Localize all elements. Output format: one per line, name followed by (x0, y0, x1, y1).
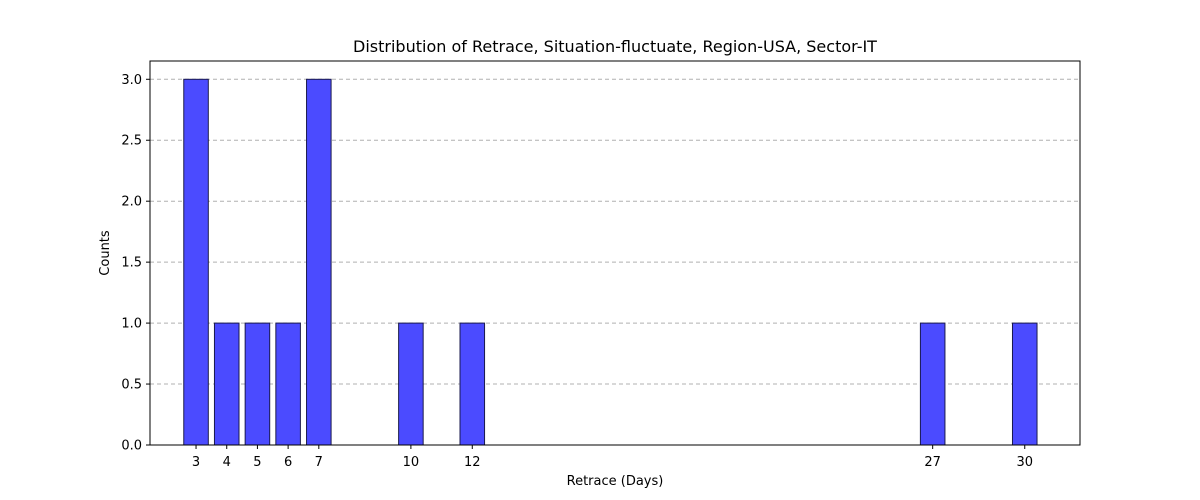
y-tick-label: 2.0 (121, 195, 142, 210)
bar (183, 78, 209, 446)
bar (919, 322, 946, 446)
y-tick-label: 2.5 (121, 134, 142, 149)
x-tick-label: 12 (464, 455, 481, 470)
x-axis-label: Retrace (Days) (567, 474, 664, 489)
x-tick-label: 10 (403, 455, 420, 470)
bar (459, 322, 486, 446)
x-tick-label: 30 (1016, 455, 1033, 470)
y-tick-label: 3.0 (121, 73, 142, 88)
chart-title: Distribution of Retrace, Situation-fluct… (353, 37, 877, 56)
bars-group (183, 78, 1038, 446)
x-axis-ticks: 3 4 5 6 7 10 12 27 30 (192, 445, 1033, 470)
x-tick-label: 5 (253, 455, 261, 470)
bar (306, 78, 332, 446)
x-tick-label: 7 (315, 455, 323, 470)
y-tick-label: 0.0 (121, 439, 142, 454)
bar (213, 322, 240, 446)
bar (275, 322, 301, 446)
bar (244, 322, 271, 446)
x-tick-label: 4 (223, 455, 231, 470)
y-tick-label: 0.5 (121, 378, 142, 393)
bar (1011, 322, 1038, 446)
plot-frame (149, 60, 1081, 446)
x-tick-label: 3 (192, 455, 200, 470)
x-tick-label: 6 (284, 455, 292, 470)
y-axis-label: Counts (98, 230, 113, 276)
gridlines (150, 78, 1080, 446)
y-tick-label: 1.0 (121, 317, 142, 332)
y-tick-label: 1.5 (121, 256, 142, 271)
bar (398, 322, 424, 446)
x-tick-label: 27 (924, 455, 941, 470)
y-axis-ticks: 0.0 0.5 1.0 1.5 2.0 2.5 3.0 (121, 73, 150, 454)
